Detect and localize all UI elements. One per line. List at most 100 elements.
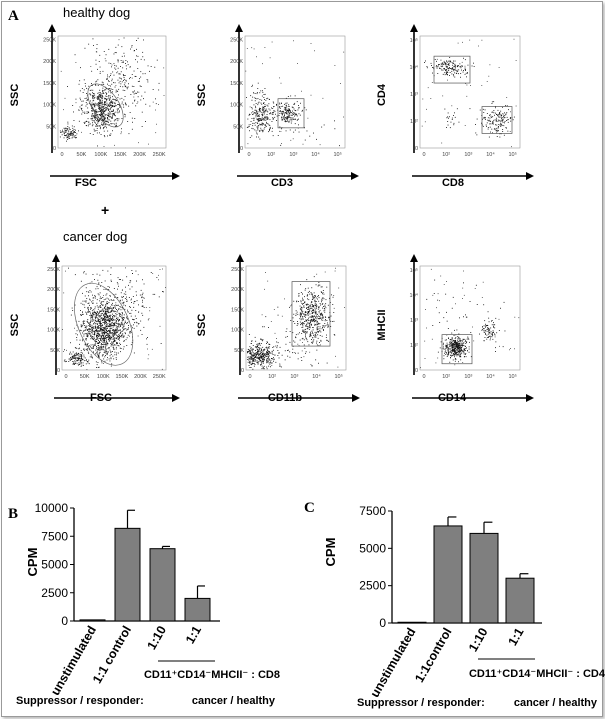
y-tick-label: 10⁵ bbox=[410, 267, 418, 274]
gate-rect bbox=[433, 55, 471, 84]
x-tick-label: 0 bbox=[64, 374, 67, 380]
y-tick-label: 2500 bbox=[359, 579, 386, 593]
y-tick-label: 10³ bbox=[410, 92, 418, 98]
x-tick-label: 10² bbox=[442, 152, 450, 158]
y-tick-label: 0 bbox=[241, 368, 244, 374]
y-tick-label: 10² bbox=[410, 119, 418, 125]
cancer-dog-label: cancer dog bbox=[63, 229, 127, 244]
flow-x-axis-label: CD11b bbox=[268, 392, 303, 404]
y-tick-label: 150K bbox=[230, 81, 243, 87]
y-tick-label: 50K bbox=[234, 348, 244, 354]
category-label: 1:10 bbox=[466, 625, 491, 654]
x-tick-label: 200K bbox=[134, 374, 147, 380]
flow-x-axis-label: CD14 bbox=[438, 392, 467, 404]
bar bbox=[114, 527, 141, 622]
x-tick-label: 0 bbox=[422, 152, 425, 158]
flow-plot-c1: 0 50K 100K 150K 200K 250K 0 50K 100K 150K 200K 250K… bbox=[9, 254, 180, 404]
bar bbox=[433, 525, 463, 624]
y-tick-label: 10⁴ bbox=[410, 292, 419, 299]
y-tick-label: 200K bbox=[230, 59, 243, 65]
x-tick-label: 10⁴ bbox=[312, 373, 321, 380]
y-axis-label: CPM bbox=[323, 538, 338, 567]
flow-x-axis-label: FSC bbox=[75, 177, 97, 189]
x-tick-label: 10⁵ bbox=[333, 151, 341, 158]
y-tick-label: 0 bbox=[379, 616, 386, 630]
flow-y-axis-label: SSC bbox=[196, 84, 208, 107]
x-tick-label: 10⁴ bbox=[486, 151, 495, 158]
category-label: unstimulated bbox=[368, 626, 419, 700]
x-tick-label: 150K bbox=[114, 152, 127, 158]
flow-x-axis-label: FSC bbox=[90, 392, 112, 404]
x-tick-label: 0 bbox=[60, 152, 63, 158]
group-label: CD11⁺CD14⁻MHCII⁻ : CD4 bbox=[469, 668, 605, 680]
gate-ellipse bbox=[74, 282, 134, 366]
y-tick-label: 0 bbox=[415, 368, 418, 374]
y-tick-label: 200K bbox=[43, 59, 56, 65]
y-tick-label: 200K bbox=[231, 287, 244, 293]
group-label: CD11⁺CD14⁻MHCII⁻ : CD8 bbox=[144, 669, 280, 681]
flow-plot-h1: 0 50K 100K 150K 200K 250K 0 50K 100K 150K 200K 250K… bbox=[9, 24, 180, 189]
flow-plot-c2: 0 50K 100K 150K 200K 250K 0 10² 10³ 10⁴ 10⁵ SSC CD11… bbox=[196, 254, 360, 404]
footer-right: cancer / healthy bbox=[514, 697, 598, 709]
y-tick-label: 250K bbox=[230, 37, 243, 43]
x-tick-label: 50K bbox=[77, 152, 87, 158]
category-label: 1:1control bbox=[412, 626, 454, 685]
gate-rect bbox=[277, 98, 305, 129]
footer-right: cancer / healthy bbox=[192, 695, 276, 707]
x-tick-label: 10² bbox=[442, 374, 450, 380]
x-tick-label: 0 bbox=[422, 374, 425, 380]
y-tick-label: 50K bbox=[46, 124, 56, 130]
healthy-dog-label: healthy dog bbox=[63, 5, 130, 20]
bar bbox=[149, 548, 176, 622]
category-label: 1:1 bbox=[505, 625, 526, 648]
flow-plots: 0 50K 100K 150K 200K 250K 0 50K 100K 150K 200K 250K… bbox=[9, 24, 534, 404]
x-tick-label: 0 bbox=[247, 152, 250, 158]
x-tick-label: 10² bbox=[268, 374, 276, 380]
bar bbox=[469, 532, 499, 624]
x-tick-label: 10⁵ bbox=[508, 151, 516, 158]
footer-left: Suppressor / responder: bbox=[357, 697, 485, 709]
y-tick-label: 10⁴ bbox=[410, 64, 419, 71]
y-tick-label: 0 bbox=[415, 146, 418, 152]
y-tick-label: 100K bbox=[43, 103, 56, 109]
y-tick-label: 250K bbox=[47, 267, 60, 273]
y-tick-label: 10000 bbox=[35, 501, 69, 515]
x-tick-label: 10⁴ bbox=[486, 373, 495, 380]
gate-rect bbox=[441, 334, 473, 365]
y-tick-label: 7500 bbox=[359, 504, 386, 518]
footer-left: Suppressor / responder: bbox=[16, 695, 144, 707]
y-tick-label: 100K bbox=[47, 328, 60, 334]
y-tick-label: 2500 bbox=[41, 586, 68, 600]
x-tick-label: 10² bbox=[267, 152, 275, 158]
flow-plot-h2: 0 50K 100K 150K 200K 250K 0 10² 10³ 10⁴ 10⁵ SSC CD3 bbox=[196, 24, 359, 189]
y-tick-label: 100K bbox=[231, 328, 244, 334]
flow-x-axis-label: CD3 bbox=[271, 177, 293, 189]
bar bbox=[397, 621, 427, 624]
y-tick-label: 200K bbox=[47, 287, 60, 293]
x-tick-label: 10³ bbox=[464, 374, 472, 380]
bar bbox=[505, 577, 535, 624]
gate-rect bbox=[481, 106, 513, 134]
x-tick-label: 10⁴ bbox=[311, 151, 320, 158]
y-tick-label: 50K bbox=[233, 124, 243, 130]
flow-y-axis-label: MHCII bbox=[376, 309, 388, 340]
x-tick-label: 10³ bbox=[464, 152, 472, 158]
y-axis-label: CPM bbox=[25, 548, 40, 577]
category-label: 1:10 bbox=[144, 623, 169, 652]
bar bbox=[184, 597, 211, 622]
flow-plot-c3: 0 10² 10³ 10⁴ 10⁵ 0 10² 10³ 10⁴ 10⁵ MHCII CD14 bbox=[376, 254, 534, 404]
y-tick-label: 10⁵ bbox=[410, 37, 418, 44]
gate-rect bbox=[291, 281, 331, 347]
panel-c-letter: C bbox=[304, 500, 315, 516]
y-tick-label: 100K bbox=[230, 103, 243, 109]
flow-x-axis-label: CD8 bbox=[442, 177, 464, 189]
y-tick-label: 150K bbox=[43, 81, 56, 87]
flow-plot-h3: 0 10² 10³ 10⁴ 10⁵ 0 10² 10³ 10⁴ 10⁵ CD4 CD8 bbox=[376, 24, 534, 189]
y-tick-label: 0 bbox=[61, 614, 68, 628]
gate-ellipse bbox=[87, 83, 124, 128]
x-tick-label: 100K bbox=[97, 374, 110, 380]
